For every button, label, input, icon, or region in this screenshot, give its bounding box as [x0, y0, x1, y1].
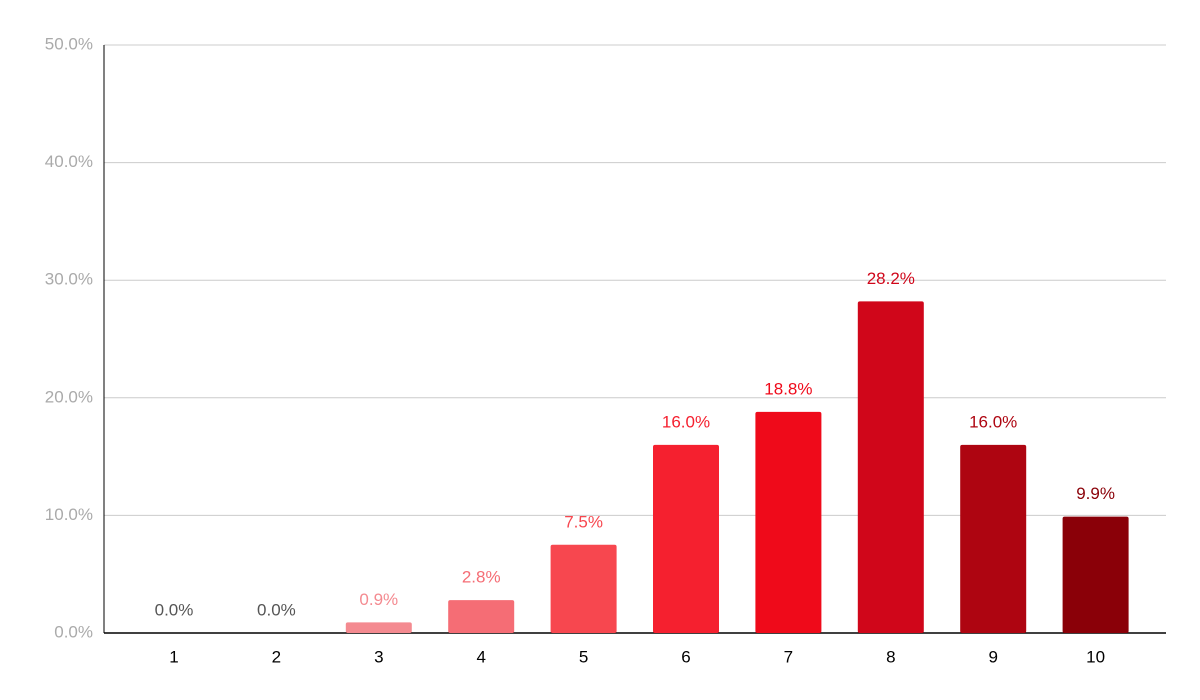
value-label: 16.0% — [969, 412, 1017, 431]
y-tick-label: 0.0% — [54, 622, 93, 641]
x-tick-label: 9 — [988, 647, 997, 666]
value-label: 9.9% — [1076, 484, 1115, 503]
bar — [857, 301, 924, 633]
x-tick-label: 10 — [1086, 647, 1105, 666]
bar — [960, 444, 1027, 633]
x-tick-label: 7 — [784, 647, 793, 666]
value-label: 7.5% — [564, 512, 603, 531]
bar — [653, 444, 719, 633]
y-tick-label: 40.0% — [45, 152, 93, 171]
x-tick-label: 5 — [579, 647, 588, 666]
value-label: 0.9% — [359, 590, 398, 609]
value-label: 18.8% — [764, 379, 812, 398]
bar — [755, 411, 822, 633]
bar — [448, 600, 515, 633]
value-label: 16.0% — [662, 412, 710, 431]
x-tick-label: 3 — [374, 647, 383, 666]
bar — [550, 544, 617, 633]
y-tick-label: 50.0% — [45, 34, 93, 53]
bar — [1062, 516, 1129, 633]
value-label: 0.0% — [155, 600, 194, 619]
y-tick-label: 30.0% — [45, 270, 93, 289]
value-label: 2.8% — [462, 568, 501, 587]
x-tick-label: 4 — [476, 647, 485, 666]
y-tick-label: 20.0% — [45, 387, 93, 406]
value-label: 28.2% — [867, 269, 915, 288]
bar — [345, 622, 412, 633]
x-tick-label: 8 — [886, 647, 895, 666]
x-tick-label: 1 — [169, 647, 178, 666]
x-tick-label: 2 — [272, 647, 281, 666]
y-tick-label: 10.0% — [45, 505, 93, 524]
x-tick-label: 6 — [681, 647, 690, 666]
value-label: 0.0% — [257, 600, 296, 619]
